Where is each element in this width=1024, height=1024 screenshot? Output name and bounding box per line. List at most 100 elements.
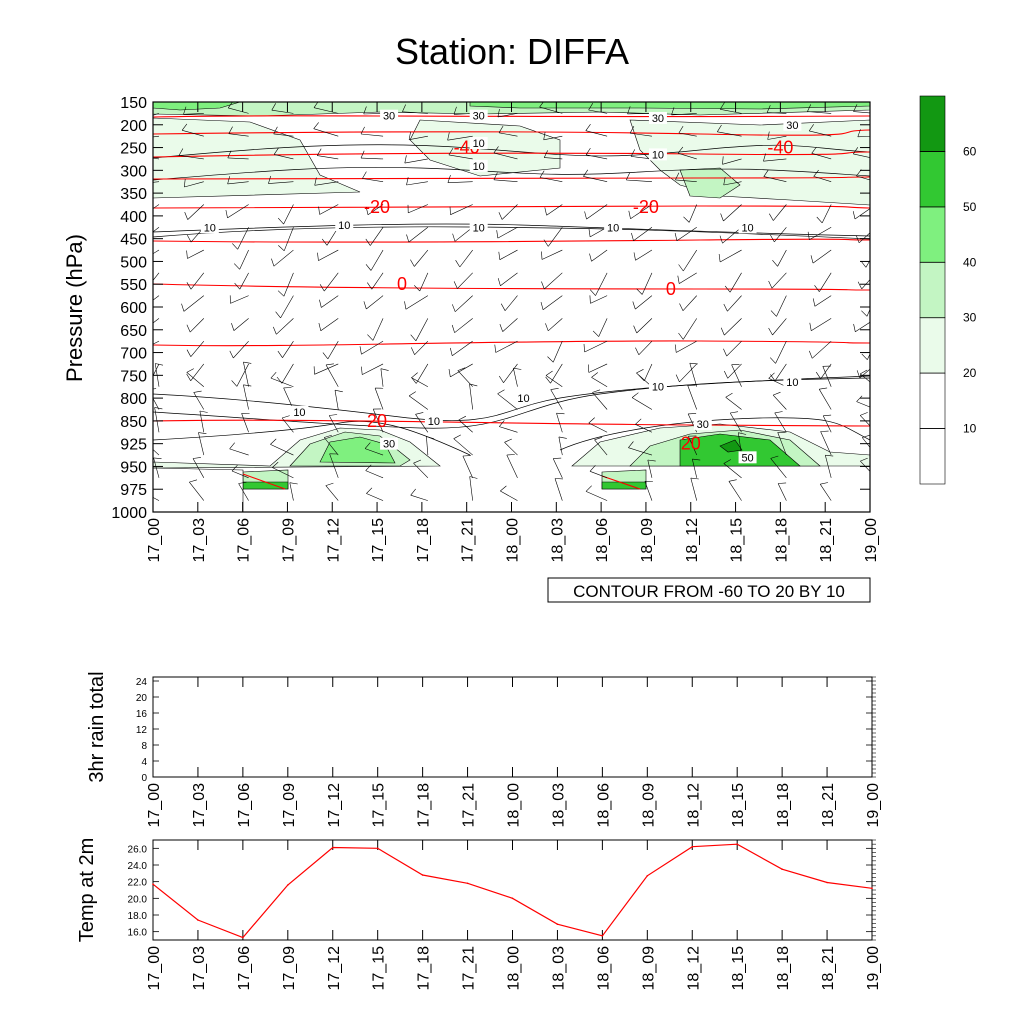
wind-barb [723,181,742,186]
wind-barb-flag [677,146,684,154]
wind-barb-flag [768,372,775,379]
wind-barb-flag [232,243,238,250]
pressure-tick-label: 550 [120,277,147,294]
wind-barb-flag [589,253,592,262]
time-tick-label: 18_03 [549,518,566,563]
wind-barb-flag [772,260,778,267]
wind-barb [153,340,160,345]
wind-barb [408,227,429,243]
wind-barb-flag [198,432,207,434]
wind-barb-flag [360,126,365,135]
wind-barb [153,457,160,478]
temperature-contour-label: 0 [397,274,407,294]
humidity-contour-label: 30 [652,113,664,125]
wind-barb [364,448,384,456]
wind-barb [199,410,205,433]
wind-barb [469,476,473,501]
wind-barb-flag [860,457,868,462]
colorbar-swatch [919,95,946,152]
wind-barb-flag [153,388,157,390]
wind-barb [777,249,787,267]
wind-barb-flag [553,457,562,459]
wind-barb-flag [541,281,545,290]
wind-barb-flag [452,304,456,312]
wind-barb [641,272,653,295]
wind-barb [410,494,428,501]
wind-barb [183,295,204,312]
wind-barb [687,385,698,410]
wind-barb-flag [724,370,728,379]
wind-barb [239,272,249,290]
wind-barb-flag [807,231,810,240]
wind-barb-flag [583,169,589,177]
wind-barb [243,362,249,387]
temp-time-axis: 17_00 17_03 17_06 17_09 17_12 17_15 17_18 17_21… [146,840,882,991]
humidity-label-bg [648,380,667,393]
temp-tick-label: 16.0 [128,928,148,939]
humidity-label-bg [380,437,399,450]
wind-barb [546,204,563,216]
wind-barb [276,318,294,335]
wind-barb-flag [277,217,284,225]
wind-barb [497,227,518,239]
time-tick-label: 17_12 [325,518,342,563]
temperature-line-4 [153,205,870,209]
wind-barb-flag [497,108,500,117]
rain-tick-label: 4 [141,757,147,768]
wind-barb [268,181,294,184]
wind-barb [626,179,652,183]
wind-barb-flag [769,213,774,221]
wind-barb [229,448,249,456]
wind-barb-flag [808,124,814,132]
wind-barb-flag [588,417,595,424]
wind-barb-flag [631,392,639,398]
wind-barb [811,153,832,160]
temp-time-tick-label: 17_12 [326,946,343,991]
pressure-tick-label: 350 [120,186,147,203]
wind-barbs [153,102,870,501]
wind-barb-flag [724,285,731,293]
wind-barb-flag [763,169,769,177]
rain-time-tick-label: 18_00 [506,783,523,828]
wind-barb [153,449,160,456]
wind-barb [374,387,384,410]
wind-barb-flag [448,368,451,377]
wind-barb-flag [186,349,192,357]
wind-barb [544,157,563,160]
wind-barb-flag [728,479,737,482]
humidity-label-bg [335,219,354,231]
wind-barb [233,340,249,359]
wind-barb [419,272,429,292]
wind-barb [189,481,205,501]
wind-barb [380,368,384,387]
wind-barb-flag [183,106,187,115]
temperature-contour-label: -40 [767,138,793,158]
wind-barb [404,158,428,164]
wind-barb-flag [318,206,320,215]
wind-barb-flag [584,211,587,220]
wind-barb-flag [447,175,451,183]
wind-barb [772,318,787,336]
wind-barb-flag [289,482,298,485]
wind-barb [153,249,160,255]
fill-mid-right [629,119,870,206]
wind-barb [723,204,742,222]
wind-barb [548,318,563,332]
wind-barb-flag [857,129,861,137]
wind-barb [819,484,832,501]
wind-barb [186,372,205,387]
wind-barb [184,181,204,188]
wind-barb [647,459,653,478]
wind-barb-flag [768,280,773,289]
wind-barb-flag [361,366,363,375]
temp-point [332,846,334,849]
wind-barb-flag [720,213,724,222]
wind-barb [729,412,742,433]
wind-barb [319,204,339,215]
wind-barb [635,295,653,310]
wind-barb [415,414,429,433]
wind-barb [372,408,384,433]
humidity-line-2 [153,375,870,421]
wind-barb-flag [238,481,247,484]
